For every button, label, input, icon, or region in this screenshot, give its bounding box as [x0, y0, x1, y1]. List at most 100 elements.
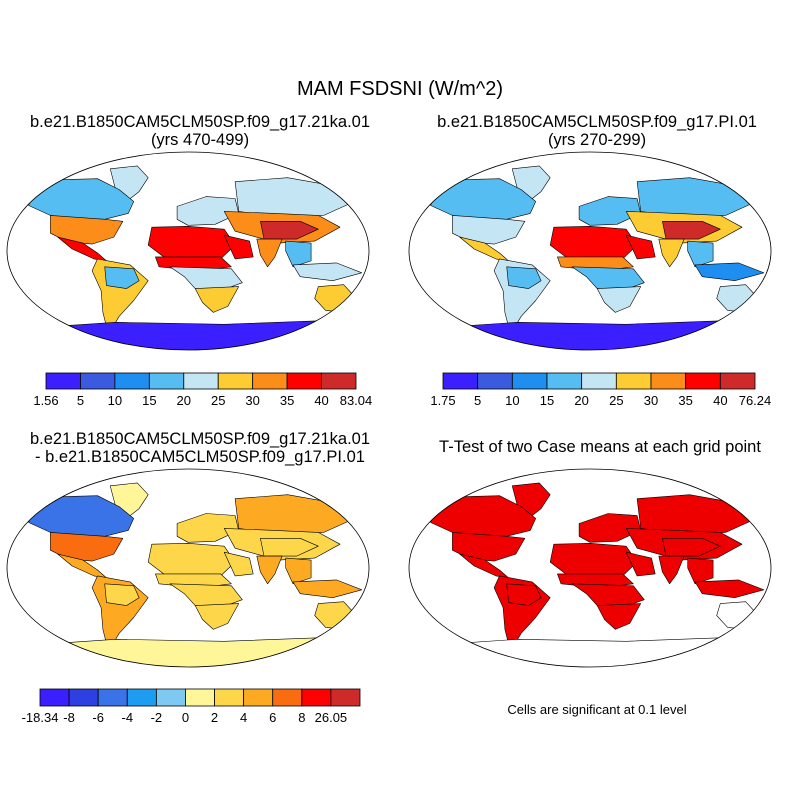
region-sahara [549, 226, 638, 260]
colorbar-tick-label: 30 [644, 393, 658, 408]
region-amazon [104, 583, 140, 606]
colorbar-tick-label: 5 [77, 393, 84, 408]
region-canada [28, 495, 134, 537]
region-usa [50, 215, 124, 245]
colorbar-swatch [68, 688, 99, 707]
colorbar-swatch [321, 372, 357, 390]
colorbar-tick-label: 10 [108, 393, 122, 408]
colorbar-swatch [214, 688, 245, 707]
map-border [6, 468, 370, 668]
region-amazon [104, 266, 140, 289]
colorbar-tick-label: 1.75 [430, 393, 455, 408]
colorbar-swatch [719, 372, 756, 390]
colorbar-swatch [243, 688, 274, 707]
colorbar-swatch [39, 688, 70, 707]
panel-title-line2: - b.e21.B1850CAM5CLM50SP.f09_g17.PI.01 [35, 448, 365, 466]
colorbar-tick-label: -18.34 [22, 710, 59, 725]
region-southeast-asia [687, 240, 714, 268]
colorbar-swatch [272, 688, 303, 707]
panel-title-line1: b.e21.B1850CAM5CLM50SP.f09_g17.21ka.01 [30, 430, 370, 448]
map-border [408, 468, 772, 668]
colorbar-tick-label: 83.04 [340, 393, 373, 408]
region-southern-africa [596, 286, 642, 313]
panel-title-line1: b.e21.B1850CAM5CLM50SP.f09_g17.PI.01 [437, 113, 757, 131]
region-arabia [223, 234, 254, 260]
panel-pi: b.e21.B1850CAM5CLM50SP.f09_g17.PI.01 (yr… [408, 113, 772, 408]
significance-region-amazon [506, 583, 542, 606]
colorbar-swatch [330, 688, 361, 707]
region-sahara [147, 542, 236, 577]
colorbar-tick-label: 26.05 [315, 710, 348, 725]
region-indonesia [292, 579, 363, 599]
colorbar-swatch [155, 688, 186, 707]
region-europe [578, 196, 642, 226]
region-india [658, 238, 685, 268]
colorbar-swatch [442, 372, 479, 390]
colorbar-tick-label: 15 [540, 393, 554, 408]
panel-ttest: T-Test of two Case means at each grid po… [408, 438, 772, 717]
colorbar-swatch [185, 688, 215, 707]
colorbar-tick-label: 25 [609, 393, 623, 408]
region-southern-africa [194, 603, 239, 630]
colorbar-swatch [615, 372, 652, 390]
colorbar-swatch [511, 372, 548, 390]
colorbar-swatch [581, 372, 617, 390]
significance-region-sahara [549, 542, 638, 577]
region-tibet [260, 537, 319, 557]
colorbar: 1.75 5 10 15 20 25 30 35 40 76.24 [430, 372, 772, 408]
colorbar-swatch [650, 372, 687, 390]
colorbar-tick-label: 76.24 [739, 393, 772, 408]
significance-region-indonesia [694, 579, 765, 599]
colorbar-swatch [148, 372, 185, 390]
colorbar-swatch [286, 372, 322, 390]
colorbar-tick-label: -6 [92, 710, 104, 725]
region-indonesia [292, 262, 363, 282]
region-southern-africa [194, 286, 239, 313]
colorbar-swatch [546, 372, 583, 390]
region-tibet [662, 221, 721, 240]
colorbar-tick-label: 10 [505, 393, 519, 408]
colorbar-tick-label: 15 [142, 393, 156, 408]
significance-note: Cells are significant at 0.1 level [507, 702, 686, 717]
region-canada [28, 178, 134, 220]
colorbar-swatch [477, 372, 513, 390]
region-arabia [625, 234, 656, 260]
map-land [409, 482, 771, 667]
figure-title: MAM FSDSNI (W/m^2) [297, 78, 503, 100]
colorbar-swatch [126, 688, 157, 707]
panel-21ka: b.e21.B1850CAM5CLM50SP.f09_g17.21ka.01 (… [6, 113, 373, 408]
colorbar-swatch [80, 372, 116, 390]
panel-title-line1: b.e21.B1850CAM5CLM50SP.f09_g17.21ka.01 [30, 113, 370, 131]
significance-region-tibet [662, 537, 721, 557]
colorbar-tick-label: 4 [240, 710, 247, 725]
region-southeast-asia [285, 240, 312, 268]
colorbar: 1.56 5 10 15 20 25 30 35 40 83.04 [33, 372, 373, 408]
colorbar-tick-label: 40 [314, 393, 328, 408]
region-india [256, 238, 283, 268]
colorbar-tick-label: 20 [574, 393, 588, 408]
significance-region-usa [452, 532, 526, 562]
panel-title-line2: (yrs 470-499) [151, 131, 249, 149]
colorbar-tick-label: -4 [121, 710, 133, 725]
panel-title-line2: (yrs 270-299) [548, 131, 646, 149]
region-indonesia [694, 262, 765, 282]
map-border [408, 151, 772, 351]
significance-region-arabia [625, 551, 656, 577]
colorbar-swatch [217, 372, 254, 390]
region-usa [452, 215, 526, 245]
colorbar-tick-label: 8 [298, 710, 305, 725]
region-southeast-asia [285, 557, 312, 585]
colorbar-tick-label: 25 [211, 393, 225, 408]
colorbar-tick-label: 35 [678, 393, 692, 408]
significance-region-india [658, 555, 685, 585]
region-canada [430, 178, 537, 220]
colorbar-tick-label: 2 [211, 710, 218, 725]
colorbar: -18.34 -8 -6 -4 -2 0 2 4 6 8 26.05 [22, 688, 361, 725]
colorbar-swatch [252, 372, 288, 390]
region-europe [176, 196, 239, 226]
region-tibet [260, 221, 319, 240]
colorbar-tick-label: -8 [63, 710, 75, 725]
region-europe [176, 513, 239, 543]
significance-region-canada [430, 495, 537, 537]
